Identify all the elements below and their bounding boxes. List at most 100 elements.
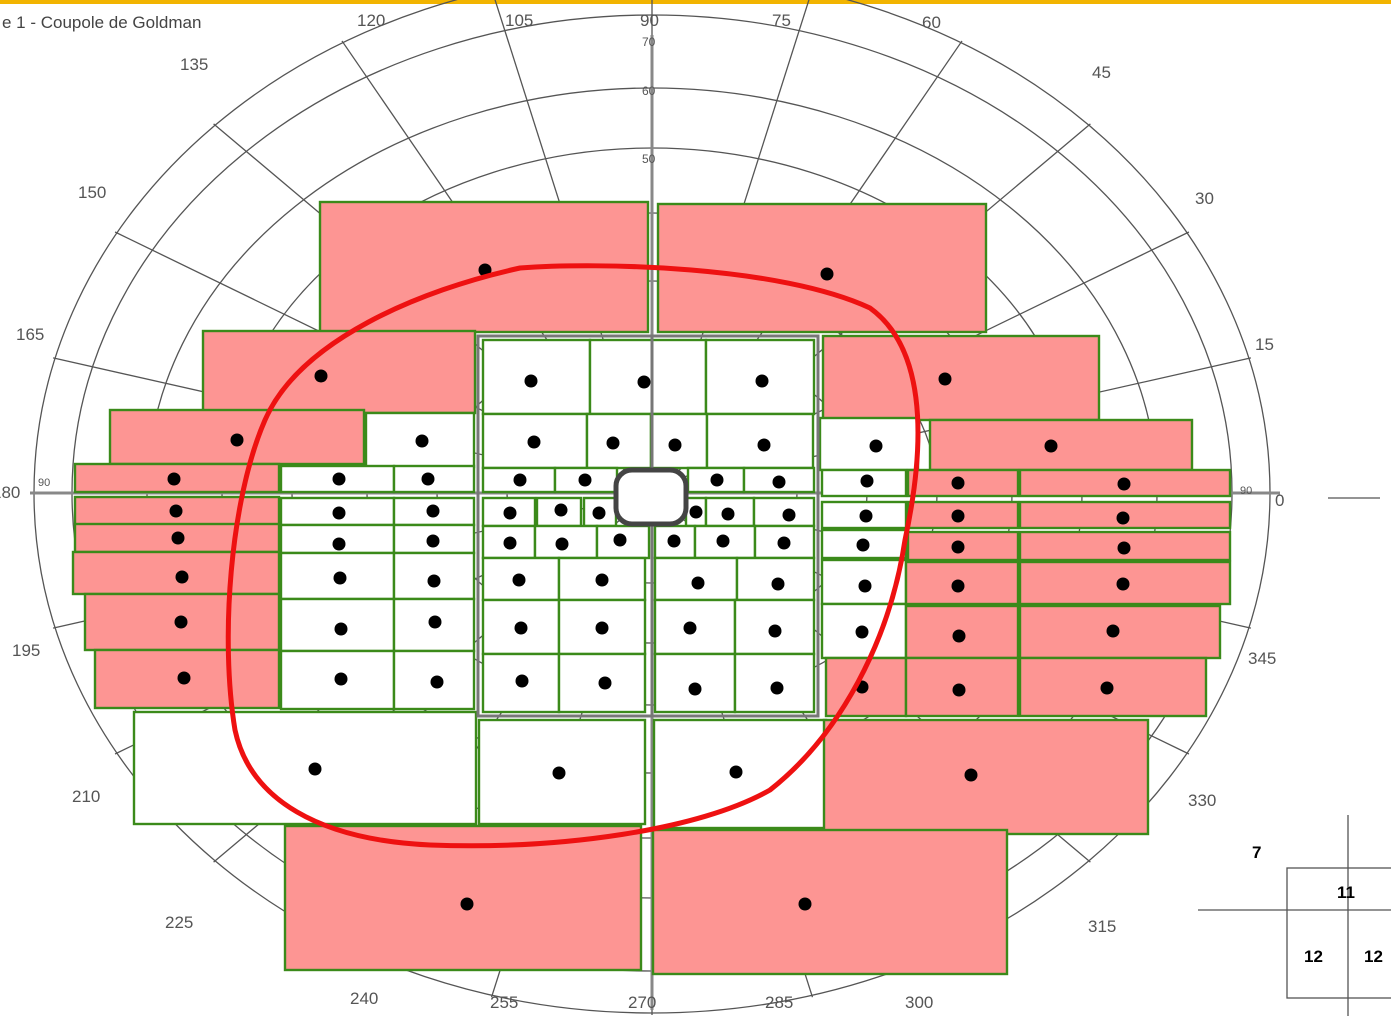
test-point-58	[598, 676, 612, 690]
meridian-label-45: 45	[1092, 63, 1111, 82]
normal-cell-6	[818, 416, 920, 472]
test-point-35	[710, 473, 724, 487]
meridian-label-345: 345	[1248, 649, 1276, 668]
test-point-11	[527, 435, 541, 449]
test-point-6	[869, 439, 883, 453]
test-point-14	[757, 438, 771, 452]
test-point-62	[859, 509, 873, 523]
diagram-title: e 1 - Coupole de Goldman	[2, 13, 201, 32]
test-point-37	[503, 506, 517, 520]
defect-cell-70	[906, 530, 1020, 562]
test-point-25	[332, 537, 346, 551]
legend-box	[1286, 867, 1391, 999]
test-point-72	[951, 579, 965, 593]
test-point-16	[169, 504, 183, 518]
meridian-label-240: 240	[350, 989, 378, 1008]
ring-label-70: 70	[642, 35, 656, 49]
normal-cell-57	[481, 652, 561, 714]
defect-cell-1	[656, 202, 988, 334]
test-point-53	[514, 621, 528, 635]
test-point-69	[1116, 511, 1130, 525]
meridian-label-165: 165	[16, 325, 44, 344]
test-point-12	[606, 436, 620, 450]
test-point-54	[595, 621, 609, 635]
test-point-40	[689, 505, 703, 519]
test-point-24	[426, 504, 440, 518]
ring-label-60: 60	[642, 84, 656, 98]
defect-cell-3	[821, 334, 1101, 422]
test-point-66	[951, 476, 965, 490]
meridian-label-195: 195	[12, 641, 40, 660]
test-point-17	[171, 531, 185, 545]
normal-cell-26	[392, 523, 476, 555]
test-point-20	[177, 671, 191, 685]
defect-cell-18	[71, 550, 281, 596]
meridian-label-135: 135	[180, 55, 208, 74]
legend-label-11: 11	[1337, 883, 1355, 902]
test-point-80	[552, 766, 566, 780]
meridian-label-15: 15	[1255, 335, 1274, 354]
ring-label-left-90: 90	[38, 477, 50, 489]
top-accent-bar	[0, 0, 1391, 4]
test-point-2	[314, 369, 328, 383]
test-point-19	[174, 615, 188, 629]
test-point-67	[1117, 477, 1131, 491]
meridian-label-0: 0	[1275, 491, 1284, 510]
test-point-21	[332, 472, 346, 486]
test-point-grid	[71, 200, 1232, 976]
test-point-77	[952, 683, 966, 697]
defect-cell-2	[201, 329, 477, 415]
meridian-label-255: 255	[490, 993, 518, 1012]
meridian-label-60: 60	[922, 13, 941, 32]
central-fixation-zone	[613, 467, 689, 527]
test-point-28	[427, 574, 441, 588]
test-point-70	[951, 540, 965, 554]
defect-cell-83	[283, 824, 643, 972]
test-point-36	[772, 475, 786, 489]
test-point-4	[230, 433, 244, 447]
legend-label-12-right: 12	[1364, 947, 1383, 966]
meridian-label-180: 180	[0, 483, 20, 502]
test-point-51	[691, 576, 705, 590]
test-point-63	[856, 538, 870, 552]
test-point-47	[716, 534, 730, 548]
meridian-label-90: 90	[640, 11, 659, 30]
test-point-33	[513, 473, 527, 487]
test-point-65	[855, 625, 869, 639]
test-point-64	[858, 579, 872, 593]
normal-cell-8	[481, 338, 592, 416]
test-point-78	[1100, 681, 1114, 695]
test-point-71	[1117, 541, 1131, 555]
defect-cell-84	[651, 828, 1009, 976]
ring-label-50: 50	[642, 152, 656, 166]
test-point-45	[613, 533, 627, 547]
defect-cell-82	[822, 718, 1150, 836]
defect-cell-75	[1018, 604, 1222, 660]
meridian-label-75: 75	[772, 11, 791, 30]
test-point-82	[964, 768, 978, 782]
test-point-26	[426, 534, 440, 548]
test-point-18	[175, 570, 189, 584]
meridian-label-150: 150	[78, 183, 106, 202]
test-point-5	[415, 434, 429, 448]
test-point-55	[683, 621, 697, 635]
test-point-41	[721, 507, 735, 521]
test-point-50	[595, 573, 609, 587]
test-point-38	[554, 503, 568, 517]
ring-label-right-90: 90	[1240, 485, 1252, 497]
meridian-label-270: 270	[628, 993, 656, 1012]
defect-cell-20	[93, 648, 281, 710]
test-point-44	[555, 537, 569, 551]
test-point-52	[771, 577, 785, 591]
meridian-label-210: 210	[72, 787, 100, 806]
test-point-27	[333, 571, 347, 585]
test-point-43	[503, 536, 517, 550]
normal-cell-37	[481, 496, 537, 528]
legend-grid	[1198, 497, 1391, 1016]
test-point-13	[668, 438, 682, 452]
meridian-label-225: 225	[165, 913, 193, 932]
normal-cell-50	[557, 556, 647, 602]
meridian-label-105: 105	[505, 11, 533, 30]
meridian-label-30: 30	[1195, 189, 1214, 208]
